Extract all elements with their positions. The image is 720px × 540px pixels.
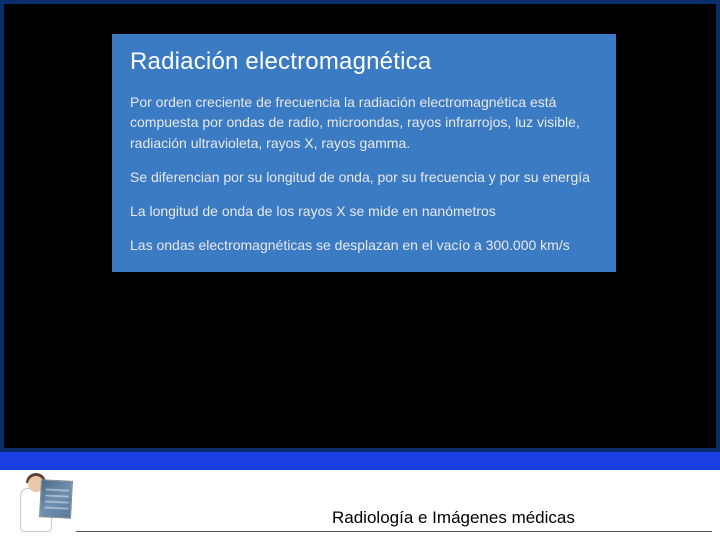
paragraph-4: Las ondas electromagnéticas se desplazan… (130, 235, 598, 255)
xray-rib-icon (45, 500, 69, 503)
slide-title: Radiación electromagnética (130, 48, 598, 76)
xray-rib-icon (45, 488, 69, 491)
doctor-xray-illustration-icon (6, 470, 70, 536)
slide-outer-frame: Radiación electromagnética Por orden cre… (0, 0, 720, 452)
xray-rib-icon (45, 494, 69, 497)
paragraph-3: La longitud de onda de los rayos X se mi… (130, 201, 598, 221)
accent-bar (0, 452, 720, 470)
xray-film-icon (39, 479, 73, 519)
xray-rib-icon (44, 506, 68, 509)
content-panel: Radiación electromagnética Por orden cre… (112, 34, 616, 272)
footer-area (0, 470, 720, 540)
footer-label: Radiología e Imágenes médicas (332, 508, 575, 528)
slide-background: Radiación electromagnética Por orden cre… (4, 4, 716, 448)
footer-underline (76, 531, 712, 532)
paragraph-2: Se diferencian por su longitud de onda, … (130, 167, 598, 187)
paragraph-1: Por orden creciente de frecuencia la rad… (130, 92, 598, 153)
